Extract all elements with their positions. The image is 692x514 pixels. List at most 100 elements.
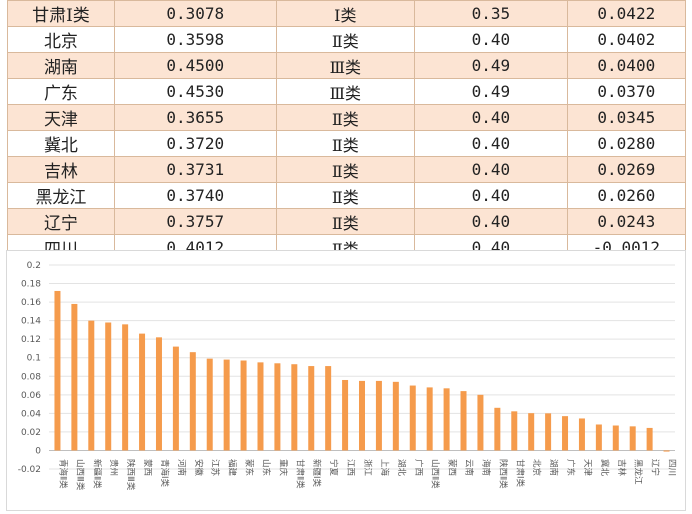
table-cell-class: Ⅱ类 bbox=[275, 208, 416, 235]
bar bbox=[511, 411, 518, 451]
x-tick-label: 吉林 bbox=[616, 459, 627, 477]
x-tick-label: 蒙西 bbox=[447, 459, 458, 476]
table-cell-region: 北京 bbox=[7, 26, 115, 53]
y-tick-label: 0 bbox=[35, 446, 41, 456]
table-cell-value2: 0.40 bbox=[414, 208, 568, 235]
x-tick-label: 新疆Ⅱ类 bbox=[91, 459, 102, 489]
table-cell-value1: 0.3757 bbox=[113, 208, 277, 235]
table-cell-value3: 0.0400 bbox=[566, 52, 687, 79]
table-cell-value3: 0.0280 bbox=[566, 130, 687, 157]
bar bbox=[206, 358, 213, 451]
table-cell-class: Ⅲ类 bbox=[275, 78, 416, 105]
bar bbox=[139, 333, 146, 451]
bar bbox=[392, 381, 399, 451]
table-cell-class: Ⅱ类 bbox=[275, 156, 416, 183]
bar bbox=[71, 303, 78, 451]
y-tick-label: 0.16 bbox=[21, 298, 41, 308]
bar bbox=[375, 380, 382, 451]
bar bbox=[257, 362, 264, 451]
x-tick-label: 上海 bbox=[379, 459, 390, 477]
table-cell-value2: 0.35 bbox=[414, 0, 568, 27]
x-tick-label: 蒙西 bbox=[142, 459, 153, 476]
bar bbox=[342, 379, 349, 451]
bar bbox=[122, 324, 129, 451]
y-tick-label: 0.2 bbox=[27, 261, 41, 271]
x-tick-label: 北京 bbox=[531, 459, 542, 476]
table-row: 甘肃Ⅰ类 0.3078 Ⅰ类 0.35 0.0422 bbox=[7, 0, 687, 27]
table-cell-class: Ⅲ类 bbox=[275, 52, 416, 79]
bar bbox=[477, 394, 484, 451]
bar bbox=[240, 360, 247, 451]
table-cell-region: 辽宁 bbox=[7, 208, 115, 235]
table-cell-region: 广东 bbox=[7, 78, 115, 105]
bar bbox=[88, 320, 95, 451]
table-cell-region: 天津 bbox=[7, 104, 115, 131]
table-cell-value1: 0.4500 bbox=[113, 52, 277, 79]
bar bbox=[460, 391, 467, 451]
x-tick-label: 福建 bbox=[227, 459, 238, 477]
y-tick-label: 0.06 bbox=[21, 391, 41, 401]
bar bbox=[189, 352, 196, 451]
x-tick-label: 山西Ⅲ类 bbox=[74, 459, 85, 491]
table-cell-value1: 0.3078 bbox=[113, 0, 277, 27]
x-tick-label: 甘肃Ⅱ类 bbox=[294, 459, 305, 489]
table-row: 冀北 0.3720 Ⅱ类 0.40 0.0280 bbox=[7, 130, 687, 157]
table-row: 黑龙江 0.3740 Ⅱ类 0.40 0.0260 bbox=[7, 182, 687, 209]
bar bbox=[578, 418, 585, 451]
table-cell-region: 甘肃Ⅰ类 bbox=[7, 0, 115, 27]
x-tick-label: 贵州 bbox=[108, 459, 119, 476]
x-tick-label: 广西 bbox=[413, 459, 424, 476]
table-row: 广东 0.4530 Ⅲ类 0.49 0.0370 bbox=[7, 78, 687, 105]
x-tick-label: 江苏 bbox=[210, 459, 221, 477]
table-row: 吉林 0.3731 Ⅱ类 0.40 0.0269 bbox=[7, 156, 687, 183]
x-tick-label: 湖北 bbox=[396, 459, 406, 477]
x-tick-label: 云南 bbox=[464, 459, 475, 476]
table-cell-class: Ⅱ类 bbox=[275, 26, 416, 53]
bar-chart: 0.2 0.18 0.16 0.14 0.12 0.1 0.08 0.06 0.04 0.02 0 -… bbox=[18, 261, 677, 491]
bar bbox=[663, 450, 670, 452]
x-tick-label: 甘肃Ⅰ类 bbox=[514, 459, 525, 488]
bar bbox=[595, 424, 602, 451]
x-tick-label: 四川 bbox=[667, 459, 677, 476]
data-table: 甘肃Ⅰ类 0.3078 Ⅰ类 0.35 0.0422 北京 0.3598 Ⅱ类 0.40 0.04… bbox=[7, 0, 687, 261]
table-row: 北京 0.3598 Ⅱ类 0.40 0.0402 bbox=[7, 26, 687, 53]
x-tick-label: 天津 bbox=[582, 459, 593, 477]
x-tick-label: 山西Ⅱ类 bbox=[430, 459, 441, 489]
table-cell-value3: 0.0243 bbox=[566, 208, 687, 235]
table-cell-value3: 0.0269 bbox=[566, 156, 687, 183]
table-cell-value1: 0.3655 bbox=[113, 104, 277, 131]
y-axis-ticks: 0.2 0.18 0.16 0.14 0.12 0.1 0.08 0.06 0.04 0.02 0 -… bbox=[18, 261, 42, 475]
x-tick-label: 重庆 bbox=[277, 459, 288, 477]
x-tick-label: 宁夏 bbox=[328, 459, 339, 477]
table-cell-region: 冀北 bbox=[7, 130, 115, 157]
bar bbox=[155, 337, 162, 451]
y-tick-label: -0.02 bbox=[18, 465, 41, 475]
bar bbox=[545, 413, 552, 451]
x-tick-label: 冀北 bbox=[599, 459, 610, 477]
x-tick-label: 湖南 bbox=[548, 459, 559, 476]
chart-bars bbox=[54, 290, 670, 452]
bar bbox=[443, 388, 450, 451]
bar bbox=[494, 407, 501, 451]
x-tick-label: 安徽 bbox=[193, 459, 204, 477]
x-tick-label: 河南 bbox=[176, 459, 187, 476]
table-row: 辽宁 0.3757 Ⅱ类 0.40 0.0243 bbox=[7, 208, 687, 235]
y-tick-label: 0.08 bbox=[21, 372, 41, 382]
x-tick-label: 陕西Ⅲ类 bbox=[125, 459, 136, 491]
x-tick-label: 浙江 bbox=[362, 459, 373, 477]
y-tick-label: 0.12 bbox=[21, 335, 41, 345]
table-cell-class: Ⅰ类 bbox=[275, 0, 416, 27]
x-axis-labels: 青海Ⅱ类 山西Ⅲ类 新疆Ⅱ类 贵州 陕西Ⅲ类 蒙西 青海Ⅰ类 河南 安徽 江苏 福建 蒙东 山东 重庆 甘肃… bbox=[57, 459, 676, 491]
table-body: 甘肃Ⅰ类 0.3078 Ⅰ类 0.35 0.0422 北京 0.3598 Ⅱ类 0.40 0.04… bbox=[7, 0, 687, 261]
table-cell-value2: 0.49 bbox=[414, 78, 568, 105]
y-tick-label: 0.14 bbox=[21, 317, 41, 327]
x-tick-label: 青海Ⅱ类 bbox=[57, 459, 68, 489]
table-cell-class: Ⅱ类 bbox=[275, 130, 416, 157]
table-cell-value3: 0.0402 bbox=[566, 26, 687, 53]
bar bbox=[274, 363, 281, 451]
table-cell-region: 黑龙江 bbox=[7, 182, 115, 209]
table-cell-value1: 0.4530 bbox=[113, 78, 277, 105]
bar bbox=[325, 366, 332, 451]
bar bbox=[105, 322, 112, 451]
table-row: 天津 0.3655 Ⅱ类 0.40 0.0345 bbox=[7, 104, 687, 131]
